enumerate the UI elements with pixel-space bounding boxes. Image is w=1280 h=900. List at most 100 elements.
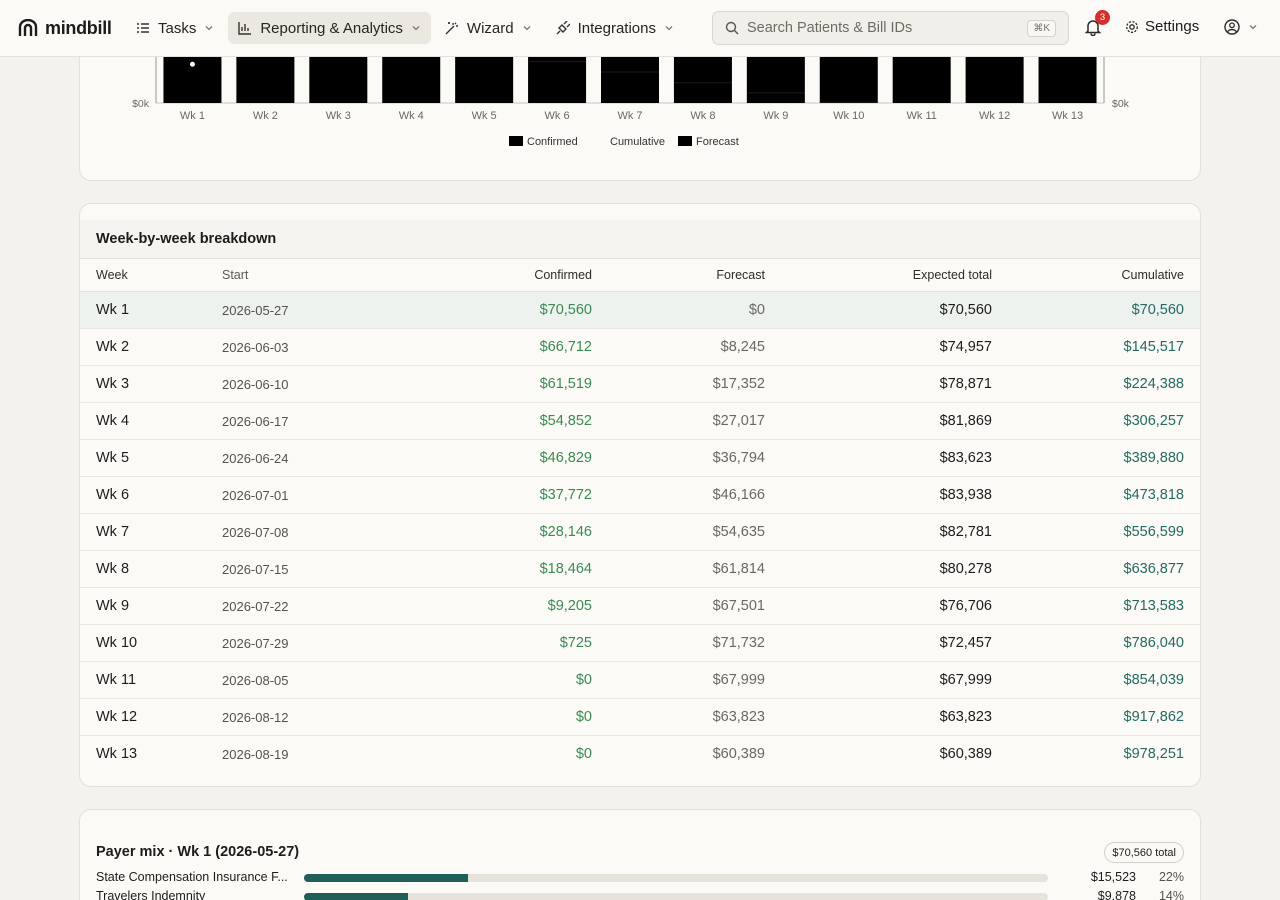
cell-week: Wk 2 — [80, 328, 222, 366]
search-input[interactable] — [747, 20, 1017, 36]
cell-confirmed: $54,852 — [382, 402, 592, 440]
cell-week: Wk 7 — [80, 513, 222, 551]
cell-week: Wk 5 — [80, 439, 222, 477]
user-avatar-icon — [1224, 19, 1240, 35]
cell-start: 2026-08-19 — [222, 746, 289, 762]
cell-expected: $76,706 — [765, 587, 992, 625]
cell-expected: $80,278 — [765, 550, 992, 588]
col-header-cumulative[interactable]: Cumulative — [992, 258, 1200, 292]
table-row[interactable]: Wk 3 2026-06-10 $61,519 $17,352 $78,871 $224,… — [80, 365, 1200, 403]
cell-cumulative: $978,251 — [1123, 746, 1184, 763]
cell-cumulative: $556,599 — [992, 513, 1200, 551]
plug-icon — [556, 21, 570, 35]
nav-tasks[interactable]: Tasks — [126, 12, 224, 44]
cell-confirmed: $37,772 — [382, 476, 592, 514]
table-row[interactable]: Wk 8 2026-07-15 $18,464 $61,814 $80,278 $636,… — [80, 550, 1200, 588]
cell-expected: $74,957 — [765, 328, 992, 366]
bar-confirmed — [528, 61, 587, 103]
table-row[interactable]: Wk 4 2026-06-17 $54,852 $27,017 $81,869 $306,… — [80, 402, 1200, 440]
cell-forecast: $61,814 — [592, 550, 765, 588]
nav-wizard[interactable]: Wizard — [435, 12, 542, 44]
col-header-expected-total[interactable]: Expected total — [765, 258, 992, 292]
nav-reporting-analytics[interactable]: Reporting & Analytics — [228, 12, 431, 44]
x-tick-label: Wk 10 — [833, 110, 864, 122]
payer-share-bar — [304, 893, 1048, 900]
x-tick-label: Wk 2 — [253, 110, 278, 122]
cell-start: 2026-06-24 — [222, 439, 382, 477]
payer-amount: $9,878 — [1097, 889, 1136, 900]
cell-week: Wk 6 — [80, 476, 222, 514]
x-tick-label: Wk 7 — [617, 110, 642, 122]
gear-icon — [1126, 20, 1138, 33]
cell-confirmed: $0 — [382, 661, 592, 699]
x-tick-label: Wk 9 — [763, 110, 788, 122]
chevron-down-icon — [664, 23, 674, 33]
cell-expected: $70,560 — [765, 291, 992, 329]
payer-mix-card: Payer mix · Wk 1 (2026-05-27) $70,560 to… — [79, 809, 1201, 900]
cell-forecast: $60,389 — [712, 746, 765, 763]
cell-start: 2026-08-05 — [222, 661, 382, 699]
cell-start: 2026-05-27 — [222, 291, 382, 329]
bar-confirmed — [455, 51, 514, 103]
nav-integrations[interactable]: Integrations — [546, 12, 684, 44]
search-box[interactable]: ⌘K — [712, 11, 1069, 45]
payer-row[interactable]: Travelers Indemnity $9,878 14% — [96, 887, 1184, 900]
bar-confirmed — [601, 72, 659, 103]
table-row[interactable]: Wk 7 2026-07-08 $28,146 $54,635 $82,781 $556,… — [80, 513, 1200, 551]
cell-cumulative: $917,862 — [992, 698, 1200, 736]
legend-forecast-swatch — [678, 136, 692, 146]
table-row[interactable]: Wk 2 2026-06-03 $66,712 $8,245 $74,957 $145,5… — [80, 328, 1200, 366]
cell-cumulative: $389,880 — [992, 439, 1200, 477]
cell-cumulative: $224,388 — [992, 365, 1200, 403]
table-row[interactable]: Wk 9 2026-07-22 $9,205 $67,501 $76,706 $713,5… — [80, 587, 1200, 625]
cell-cumulative: $713,583 — [992, 587, 1200, 625]
cell-week: Wk 1 — [80, 291, 222, 329]
brand-logo[interactable]: mindbill — [18, 18, 118, 39]
col-header-week[interactable]: Week — [80, 258, 222, 292]
cell-expected: $83,623 — [765, 439, 992, 477]
x-tick-label: Wk 1 — [180, 110, 205, 122]
table-row[interactable]: Wk 10 2026-07-29 $725 $71,732 $72,457 $786,04… — [80, 624, 1200, 662]
payer-percent: 22% — [1158, 870, 1184, 884]
settings-button[interactable]: Settings — [1125, 18, 1199, 35]
cell-forecast: $27,017 — [592, 402, 765, 440]
cell-cumulative: $786,040 — [992, 624, 1200, 662]
col-header-forecast[interactable]: Forecast — [592, 258, 765, 292]
magic-wand-icon — [445, 21, 459, 35]
payer-row[interactable]: State Compensation Insurance F... $15,523… — [96, 868, 1184, 888]
cell-forecast: $71,732 — [592, 624, 765, 662]
chevron-down-icon — [411, 23, 421, 33]
cell-expected: $83,938 — [765, 476, 992, 514]
nav-wizard-label: Wizard — [466, 19, 514, 37]
table-row[interactable]: Wk 6 2026-07-01 $37,772 $46,166 $83,938 $473,… — [80, 476, 1200, 514]
payer-name: State Compensation Insurance F... — [96, 870, 288, 884]
cell-expected: $81,869 — [765, 402, 992, 440]
table-row[interactable]: Wk 11 2026-08-05 $0 $67,999 $67,999 $854,039 — [80, 661, 1200, 699]
cell-forecast: $8,245 — [592, 328, 765, 366]
cell-confirmed: $0 — [382, 698, 592, 736]
table-row[interactable]: Wk 5 2026-06-24 $46,829 $36,794 $83,623 $389,… — [80, 439, 1200, 477]
cell-confirmed: $28,146 — [382, 513, 592, 551]
x-tick-label: Wk 5 — [472, 110, 497, 122]
cell-expected: $63,823 — [765, 698, 992, 736]
cell-forecast: $46,166 — [592, 476, 765, 514]
col-header-confirmed[interactable]: Confirmed — [382, 258, 592, 292]
cell-week: Wk 8 — [80, 550, 222, 588]
cell-confirmed: $18,464 — [382, 550, 592, 588]
col-header-start[interactable]: Start — [222, 258, 382, 292]
payer-name: Travelers Indemnity — [96, 889, 206, 900]
table-row[interactable]: Wk 13 2026-08-19 $0 $60,389 $60,389 $978,251 — [80, 736, 1200, 773]
cell-forecast: $17,352 — [592, 365, 765, 403]
cell-week: Wk 9 — [80, 587, 222, 625]
table-row[interactable]: Wk 1 2026-05-27 $70,560 $0 $70,560 $70,560 — [80, 291, 1200, 329]
payer-share-bar — [304, 874, 1048, 882]
settings-label: Settings — [1145, 18, 1200, 35]
table-row[interactable]: Wk 12 2026-08-12 $0 $63,823 $63,823 $917,862 — [80, 698, 1200, 736]
legend-cumulative-label: Cumulative — [610, 136, 665, 148]
top-nav-bar: mindbill Tasks Reporting & Analytics Wiz… — [0, 0, 1280, 57]
cell-confirmed: $66,712 — [382, 328, 592, 366]
bar-chart-icon — [238, 21, 252, 35]
cell-cumulative: $473,818 — [992, 476, 1200, 514]
user-menu-button[interactable] — [1224, 19, 1258, 35]
cell-cumulative: $306,257 — [992, 402, 1200, 440]
